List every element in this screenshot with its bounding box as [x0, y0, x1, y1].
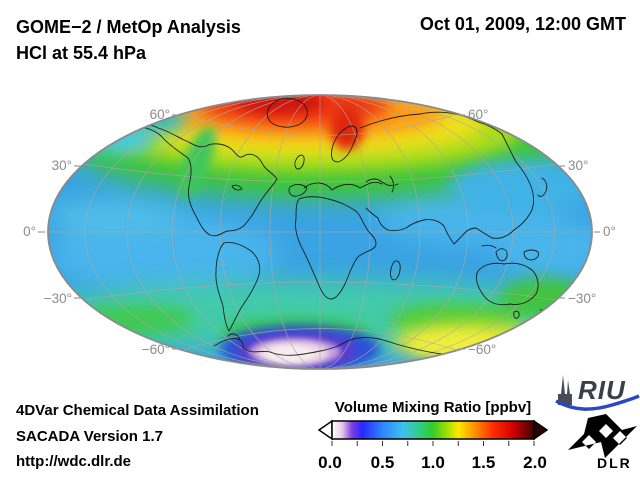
colorbar-tick-2.0: 2.0 [523, 453, 547, 472]
lat-label-left-60: 60° [150, 107, 170, 122]
colorbar-tick-labels: 0.0 0.5 1.0 1.5 2.0 [318, 453, 547, 472]
footer-line-version: SACADA Version 1.7 [16, 427, 163, 445]
colorbar-tick-0.5: 0.5 [371, 453, 395, 472]
dlr-logo-text: DLR [597, 455, 632, 471]
riu-logo-text: RIU [578, 375, 626, 405]
riu-logo: RIU [555, 375, 640, 411]
lat-label-right-60: 60° [468, 107, 488, 122]
plot-title: GOME−2 / MetOp Analysis [16, 17, 241, 37]
plot-datetime: Oct 01, 2009, 12:00 GMT [419, 14, 626, 34]
lat-label-right-m30: −30° [568, 291, 596, 306]
lat-label-left-0: 0° [23, 224, 36, 239]
lat-label-left-m30: −30° [44, 291, 72, 306]
lat-label-left-30: 30° [52, 158, 72, 173]
coastlines [137, 98, 548, 359]
map-outline [47, 94, 593, 370]
lat-label-left-m60: −60° [142, 342, 170, 357]
footer-block: 4DVar Chemical Data Assimilation SACADA … [16, 398, 259, 475]
colorbar-tick-1.5: 1.5 [472, 453, 496, 472]
colorbar-title: Volume Mixing Ratio [ppbv] [335, 399, 531, 416]
footer-line-assimilation: 4DVar Chemical Data Assimilation [16, 402, 259, 419]
plot-subtitle: HCl at 55.4 hPa [16, 43, 147, 63]
colorbar-tick-0.0: 0.0 [318, 453, 342, 472]
colorbar: Volume Mixing Ratio [ppbv] 0.0 0.5 1.0 1… [317, 399, 549, 472]
colorbar-gradient [331, 420, 535, 440]
lat-label-right-30: 30° [568, 158, 588, 173]
dlr-emblem-icon [568, 414, 637, 458]
colorbar-tick-1.0: 1.0 [421, 453, 445, 472]
footer-line-url: http://wdc.dlr.de [16, 453, 131, 470]
dlr-logo: DLR [568, 414, 637, 471]
graticule [48, 95, 592, 369]
riu-swoosh-icon [555, 394, 640, 411]
lat-label-right-0: 0° [603, 224, 616, 239]
lat-label-right-m60: −60° [468, 342, 496, 357]
colorbar-minor-ticks [331, 441, 535, 446]
colorbar-right-arrow-icon [533, 419, 549, 441]
plot-title-block: GOME−2 / MetOp Analysis HCl at 55.4 hPa [16, 14, 241, 66]
lat-ticks [38, 114, 600, 350]
lat-labels: 60° 30° 0° −30° −60° 60° 30° 0° −30° −60… [23, 107, 616, 357]
riu-cathedral-icon [558, 375, 572, 405]
colorbar-left-arrow-icon [317, 419, 333, 441]
